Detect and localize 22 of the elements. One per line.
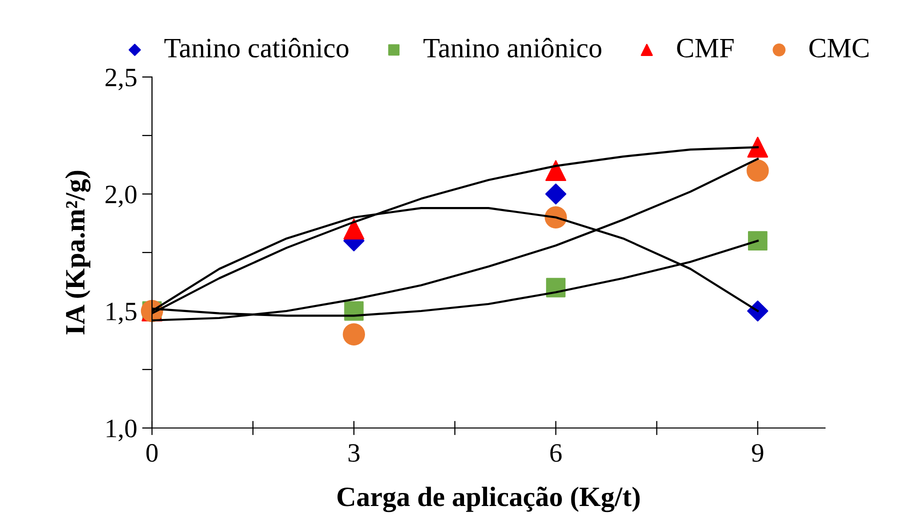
point (545, 183, 566, 205)
y-tick-label: 2,5 (106, 68, 136, 90)
x-axis-title: Carga de aplicação (Kg/t) (337, 486, 640, 512)
y-axis-title: IA (Kpa.m²/g) (65, 170, 91, 334)
y-tick-label: 1,5 (106, 302, 136, 324)
legend-label: CMC (809, 38, 868, 58)
point (545, 160, 566, 182)
point (343, 218, 364, 240)
y-tick-label: 2,0 (106, 186, 136, 208)
legend-label: Tanino aniônico (424, 38, 602, 58)
point (747, 136, 768, 158)
legend-label: CMF (677, 38, 734, 58)
x-tick-label: 9 (752, 444, 764, 462)
x-tick-label: 3 (348, 444, 360, 462)
x-tick-label: 6 (550, 444, 562, 462)
x-tick-label: 0 (146, 444, 158, 462)
legend-label: Tanino catiônico (164, 38, 348, 58)
y-tick-label: 1,0 (106, 420, 136, 442)
point (748, 231, 768, 251)
point (747, 300, 768, 322)
point (342, 323, 366, 346)
point (746, 159, 769, 182)
